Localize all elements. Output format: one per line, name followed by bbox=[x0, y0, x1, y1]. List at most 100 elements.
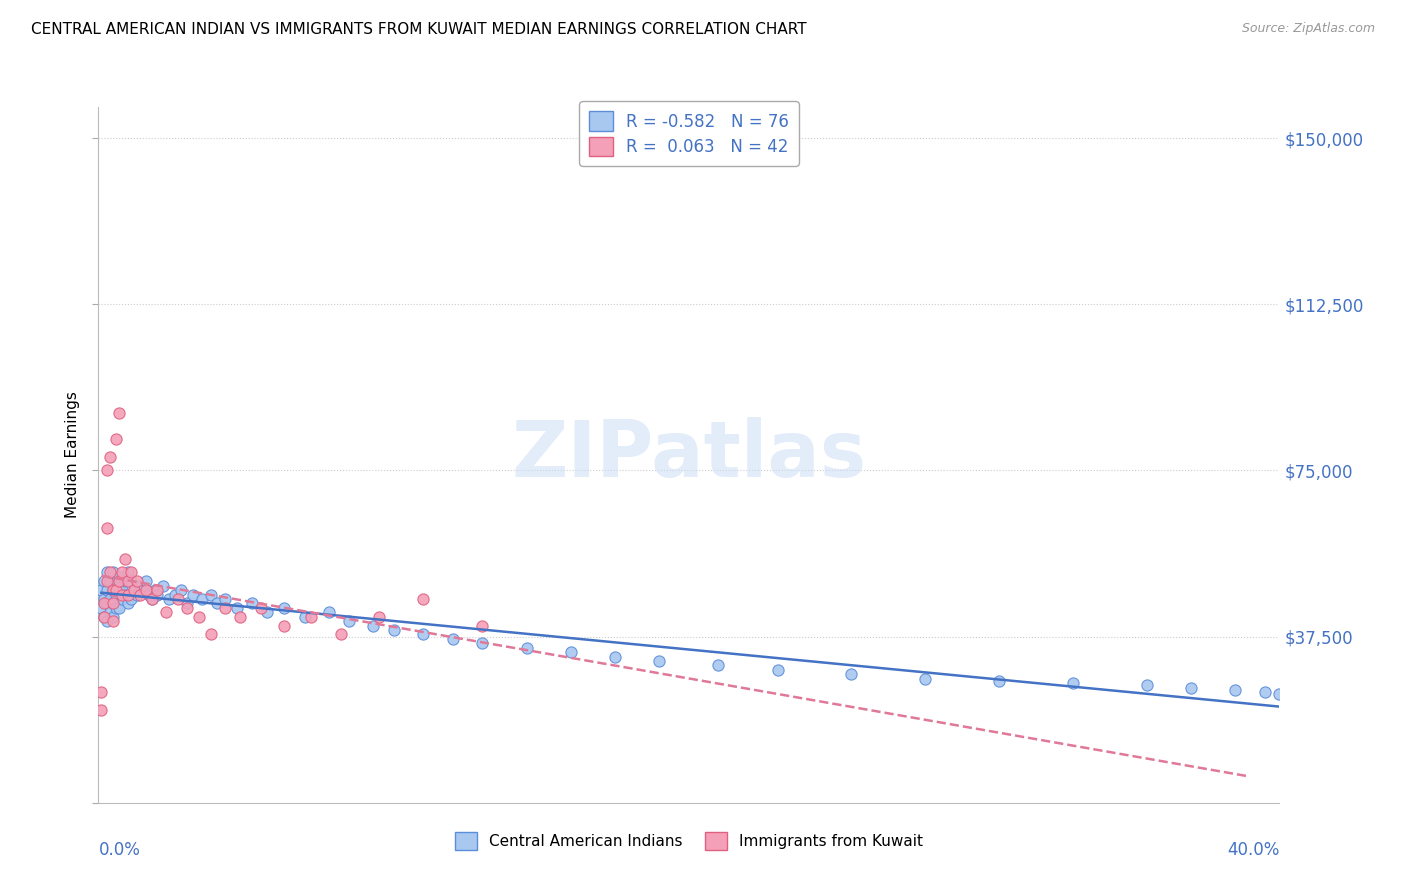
Point bbox=[441, 632, 464, 646]
Point bbox=[382, 623, 405, 637]
Point bbox=[128, 579, 150, 593]
Point bbox=[766, 663, 789, 677]
Point bbox=[103, 614, 125, 628]
Point bbox=[105, 600, 128, 615]
Point bbox=[273, 618, 295, 632]
Point bbox=[329, 627, 352, 641]
Point bbox=[98, 574, 121, 589]
Point bbox=[98, 591, 121, 606]
Point bbox=[707, 658, 730, 673]
Point bbox=[471, 636, 494, 650]
Point bbox=[120, 574, 142, 589]
Point bbox=[299, 609, 322, 624]
Point bbox=[103, 566, 125, 580]
Point bbox=[93, 609, 115, 624]
Point bbox=[250, 600, 273, 615]
Point bbox=[98, 566, 121, 580]
Point bbox=[146, 587, 169, 601]
Point bbox=[108, 583, 131, 598]
Point bbox=[128, 587, 150, 601]
Point bbox=[114, 587, 136, 601]
Point bbox=[191, 591, 214, 606]
Point bbox=[117, 587, 139, 601]
Point bbox=[103, 583, 125, 598]
Point bbox=[111, 566, 134, 580]
Point bbox=[181, 587, 204, 601]
Point bbox=[914, 672, 936, 686]
Point bbox=[117, 596, 139, 610]
Point bbox=[516, 640, 538, 655]
Point bbox=[105, 583, 128, 598]
Point bbox=[103, 596, 125, 610]
Point bbox=[108, 570, 131, 584]
Point bbox=[96, 614, 118, 628]
Point bbox=[108, 574, 131, 589]
Point bbox=[117, 566, 139, 580]
Point bbox=[135, 583, 157, 598]
Point bbox=[988, 673, 1011, 688]
Point bbox=[96, 566, 118, 580]
Point bbox=[103, 609, 125, 624]
Point bbox=[125, 574, 148, 589]
Point bbox=[256, 605, 278, 619]
Point bbox=[111, 591, 134, 606]
Point bbox=[187, 609, 209, 624]
Point bbox=[176, 596, 198, 610]
Legend: Central American Indians, Immigrants from Kuwait: Central American Indians, Immigrants fro… bbox=[447, 825, 931, 858]
Point bbox=[98, 605, 121, 619]
Point bbox=[339, 614, 361, 628]
Point bbox=[93, 574, 115, 589]
Point bbox=[318, 605, 340, 619]
Point bbox=[122, 583, 145, 598]
Point bbox=[229, 609, 252, 624]
Point bbox=[226, 600, 249, 615]
Point bbox=[108, 600, 131, 615]
Point bbox=[141, 591, 163, 606]
Point bbox=[1062, 676, 1084, 690]
Point bbox=[93, 591, 115, 606]
Point bbox=[103, 596, 125, 610]
Point bbox=[103, 583, 125, 598]
Point bbox=[841, 667, 863, 681]
Text: ZIPatlas: ZIPatlas bbox=[512, 417, 866, 493]
Point bbox=[96, 463, 118, 477]
Text: Source: ZipAtlas.com: Source: ZipAtlas.com bbox=[1241, 22, 1375, 36]
Point bbox=[165, 587, 187, 601]
Point bbox=[146, 583, 169, 598]
Point bbox=[90, 685, 112, 699]
Point bbox=[648, 654, 671, 668]
Point bbox=[93, 609, 115, 624]
Point bbox=[114, 574, 136, 589]
Text: 0.0%: 0.0% bbox=[98, 841, 141, 859]
Text: 40.0%: 40.0% bbox=[1227, 841, 1279, 859]
Point bbox=[152, 579, 174, 593]
Point bbox=[361, 618, 384, 632]
Point bbox=[90, 600, 112, 615]
Point bbox=[111, 579, 134, 593]
Point bbox=[105, 433, 128, 447]
Point bbox=[205, 596, 228, 610]
Text: CENTRAL AMERICAN INDIAN VS IMMIGRANTS FROM KUWAIT MEDIAN EARNINGS CORRELATION CH: CENTRAL AMERICAN INDIAN VS IMMIGRANTS FR… bbox=[31, 22, 807, 37]
Point bbox=[214, 600, 236, 615]
Point bbox=[1136, 678, 1159, 692]
Point bbox=[135, 574, 157, 589]
Y-axis label: Median Earnings: Median Earnings bbox=[65, 392, 80, 518]
Point bbox=[560, 645, 582, 659]
Point bbox=[120, 591, 142, 606]
Point bbox=[155, 605, 177, 619]
Point bbox=[125, 587, 148, 601]
Point bbox=[111, 587, 134, 601]
Point bbox=[122, 583, 145, 598]
Point bbox=[214, 591, 236, 606]
Point bbox=[90, 583, 112, 598]
Point bbox=[132, 583, 155, 598]
Point bbox=[114, 552, 136, 566]
Point bbox=[200, 587, 222, 601]
Point bbox=[368, 609, 391, 624]
Point bbox=[96, 574, 118, 589]
Point bbox=[105, 587, 128, 601]
Point bbox=[96, 596, 118, 610]
Point bbox=[93, 596, 115, 610]
Point bbox=[138, 587, 160, 601]
Point bbox=[120, 566, 142, 580]
